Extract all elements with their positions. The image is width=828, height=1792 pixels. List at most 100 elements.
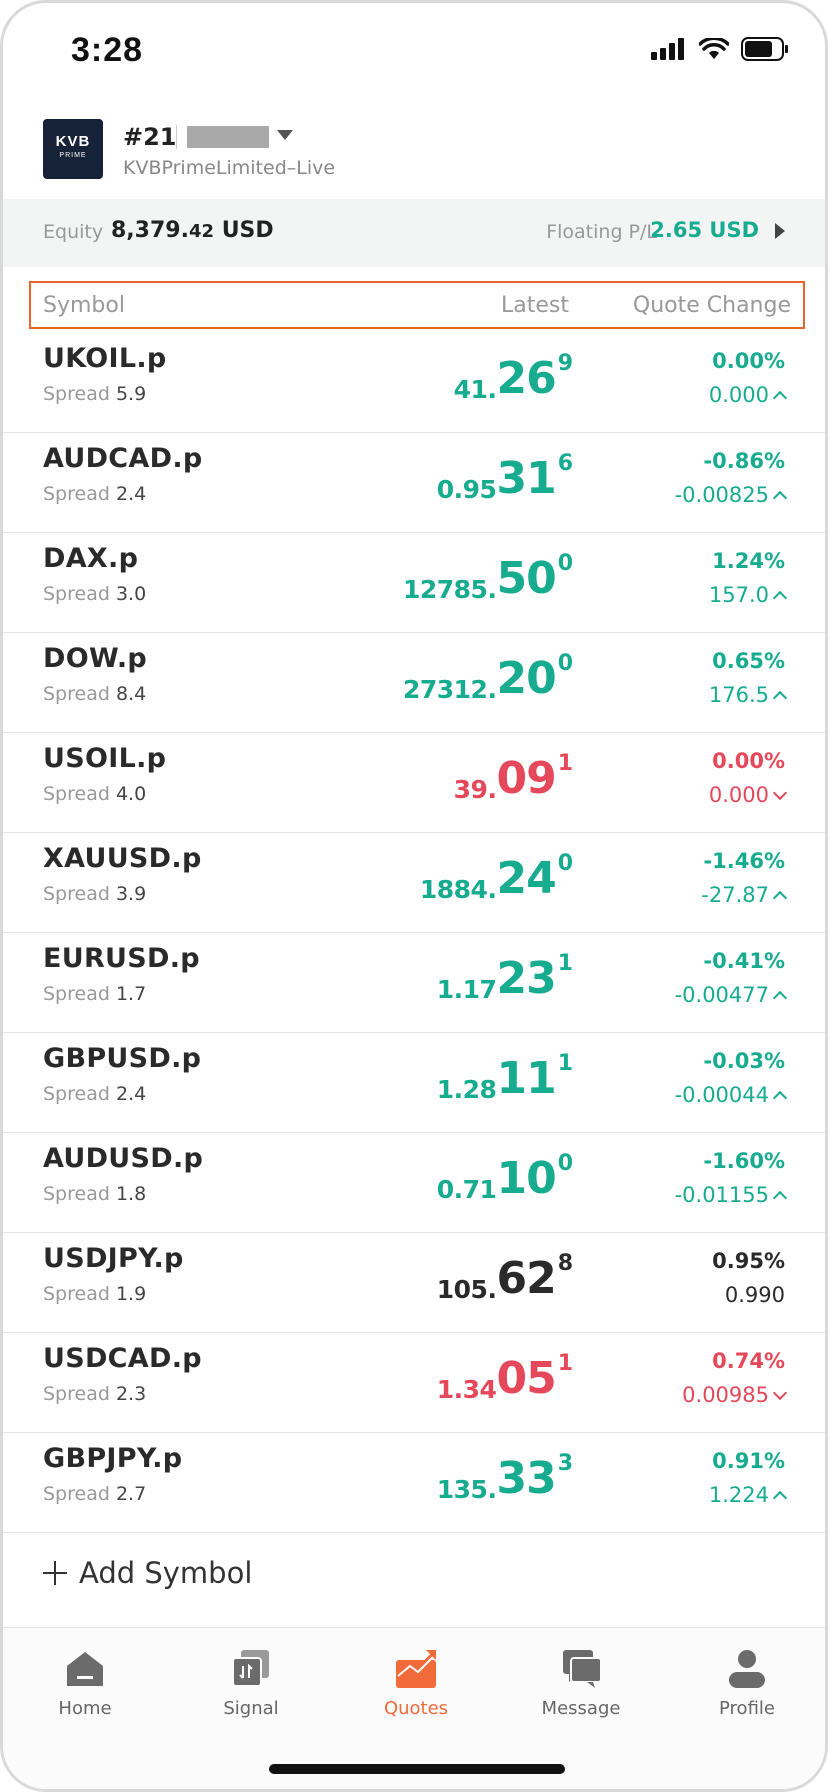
tab-label: Message xyxy=(541,1698,621,1719)
broker-logo: KVB PRIME xyxy=(43,119,103,179)
equity-bar[interactable]: Equity 8,379.42 USD Floating P/L 2.65 US… xyxy=(3,199,825,267)
account-header[interactable]: KVB PRIME #21 KVBPrimeLimited–Live xyxy=(3,103,825,199)
price-pip: 0 xyxy=(557,651,573,676)
quote-row[interactable]: UKOIL.p Spread 5.9 41. 26 9 0.00% 0.000 xyxy=(3,333,825,433)
change-absolute-value: 1.224 xyxy=(708,1483,769,1507)
battery-icon xyxy=(741,37,788,61)
quote-column-header: Symbol Latest Quote Change xyxy=(29,281,805,329)
spread-label: Spread xyxy=(43,1383,110,1405)
symbol-name: UKOIL.p xyxy=(43,343,167,374)
latest-price: 1.34 05 1 xyxy=(437,1349,573,1404)
spread-label: Spread xyxy=(43,683,110,705)
message-icon xyxy=(516,1646,646,1690)
latest-price: 41. 26 9 xyxy=(454,349,573,404)
spread-label: Spread xyxy=(43,383,110,405)
latest-price: 39. 09 1 xyxy=(454,749,573,804)
latest-price: 0.95 31 6 xyxy=(437,449,573,504)
change-absolute: 157.0 xyxy=(709,583,788,607)
change-percent: 0.91% xyxy=(712,1449,785,1473)
column-latest: Latest xyxy=(501,293,569,318)
quote-row[interactable]: AUDUSD.p Spread 1.8 0.71 10 0 -1.60% -0.01155 xyxy=(3,1133,825,1233)
spread-value: 1.9 xyxy=(115,1283,147,1305)
price-big-digits: 11 xyxy=(496,1053,556,1104)
price-pip: 1 xyxy=(557,1351,573,1376)
latest-price: 105. 62 8 xyxy=(437,1249,573,1304)
spread-value: 2.3 xyxy=(115,1383,147,1405)
symbol-name: USDCAD.p xyxy=(43,1343,202,1374)
change-absolute-value: 0.000 xyxy=(708,383,769,407)
plus-icon xyxy=(43,1561,67,1585)
quote-row[interactable]: GBPUSD.p Spread 2.4 1.28 11 1 -0.03% -0.00044 xyxy=(3,1033,825,1133)
symbol-name: EURUSD.p xyxy=(43,943,200,974)
tab-quotes[interactable]: Quotes xyxy=(351,1646,481,1719)
floating-pl-label: Floating P/L xyxy=(546,221,657,243)
quote-row[interactable]: XAUUSD.p Spread 3.9 1884. 24 0 -1.46% -27.87 xyxy=(3,833,825,933)
price-prefix: 0.71 xyxy=(436,1175,497,1204)
price-pip: 8 xyxy=(557,1251,573,1276)
tab-profile[interactable]: Profile xyxy=(682,1646,812,1719)
quote-row[interactable]: EURUSD.p Spread 1.7 1.17 23 1 -0.41% -0.00477 xyxy=(3,933,825,1033)
chevron-up-icon xyxy=(772,390,788,406)
tab-label: Profile xyxy=(719,1698,775,1719)
symbol-name: DOW.p xyxy=(43,643,148,674)
change-absolute: 0.990 xyxy=(725,1283,785,1307)
spread-value: 3.0 xyxy=(115,583,147,605)
price-prefix: 1.28 xyxy=(436,1075,497,1104)
change-percent: -0.86% xyxy=(703,449,785,473)
price-prefix: 1884. xyxy=(419,875,497,904)
chevron-up-icon xyxy=(772,1090,788,1106)
change-absolute: 0.00985 xyxy=(682,1383,788,1407)
change-absolute: 1.224 xyxy=(708,1483,788,1507)
account-dropdown-caret-icon[interactable] xyxy=(277,130,293,140)
price-pip: 6 xyxy=(557,451,573,476)
price-big-digits: 26 xyxy=(496,353,556,404)
quote-row[interactable]: USOIL.p Spread 4.0 39. 09 1 0.00% 0.000 xyxy=(3,733,825,833)
spread: Spread 1.7 xyxy=(43,983,146,1005)
quote-row[interactable]: AUDCAD.p Spread 2.4 0.95 31 6 -0.86% -0.00825 xyxy=(3,433,825,533)
status-bar: 3:28 xyxy=(3,3,825,103)
latest-price: 1884. 24 0 xyxy=(420,849,573,904)
change-percent: 1.24% xyxy=(712,549,785,573)
quote-row[interactable]: USDCAD.p Spread 2.3 1.34 05 1 0.74% 0.00985 xyxy=(3,1333,825,1433)
signal-icon xyxy=(186,1646,316,1690)
change-absolute: 176.5 xyxy=(709,683,788,707)
symbol-name: AUDCAD.p xyxy=(43,443,203,474)
chevron-down-icon xyxy=(772,1385,788,1401)
floating-pl-value: 2.65 USD xyxy=(650,218,759,242)
price-big-digits: 20 xyxy=(496,653,556,704)
account-number: #21 xyxy=(123,123,177,151)
tab-home[interactable]: Home xyxy=(20,1646,150,1719)
change-absolute-value: -0.00477 xyxy=(674,983,769,1007)
chevron-down-icon xyxy=(772,785,788,801)
spread: Spread 5.9 xyxy=(43,383,146,405)
spread-value: 5.9 xyxy=(115,383,147,405)
spread-label: Spread xyxy=(43,883,110,905)
spread-label: Spread xyxy=(43,783,110,805)
expand-arrow-icon[interactable] xyxy=(775,223,785,239)
price-big-digits: 24 xyxy=(496,853,556,904)
latest-price: 1.17 23 1 xyxy=(437,949,573,1004)
latest-price: 1.28 11 1 xyxy=(437,1049,573,1104)
change-percent: 0.00% xyxy=(712,749,785,773)
quote-row[interactable]: DOW.p Spread 8.4 27312. 20 0 0.65% 176.5 xyxy=(3,633,825,733)
equity-value: 8,379.42 USD xyxy=(111,218,274,243)
tab-message[interactable]: Message xyxy=(516,1646,646,1719)
status-icons xyxy=(651,37,789,61)
quote-row[interactable]: USDJPY.p Spread 1.9 105. 62 8 0.95% 0.990 xyxy=(3,1233,825,1333)
price-pip: 0 xyxy=(557,551,573,576)
change-absolute: 0.000 xyxy=(709,783,788,807)
bottom-tab-bar: Home Signal Quotes Message Profile xyxy=(3,1627,825,1789)
spread-value: 2.4 xyxy=(115,1083,147,1105)
add-symbol-button[interactable]: Add Symbol xyxy=(43,1556,252,1590)
price-prefix: 41. xyxy=(453,375,497,404)
quote-row[interactable]: GBPJPY.p Spread 2.7 135. 33 3 0.91% 1.224 xyxy=(3,1433,825,1533)
change-percent: -0.03% xyxy=(703,1049,785,1073)
change-percent: 0.95% xyxy=(712,1249,785,1273)
quote-row[interactable]: DAX.p Spread 3.0 12785. 50 0 1.24% 157.0 xyxy=(3,533,825,633)
tab-signal[interactable]: Signal xyxy=(186,1646,316,1719)
price-prefix: 27312. xyxy=(402,675,497,704)
price-prefix: 39. xyxy=(453,775,497,804)
price-prefix: 105. xyxy=(436,1275,497,1304)
spread-value: 8.4 xyxy=(115,683,147,705)
